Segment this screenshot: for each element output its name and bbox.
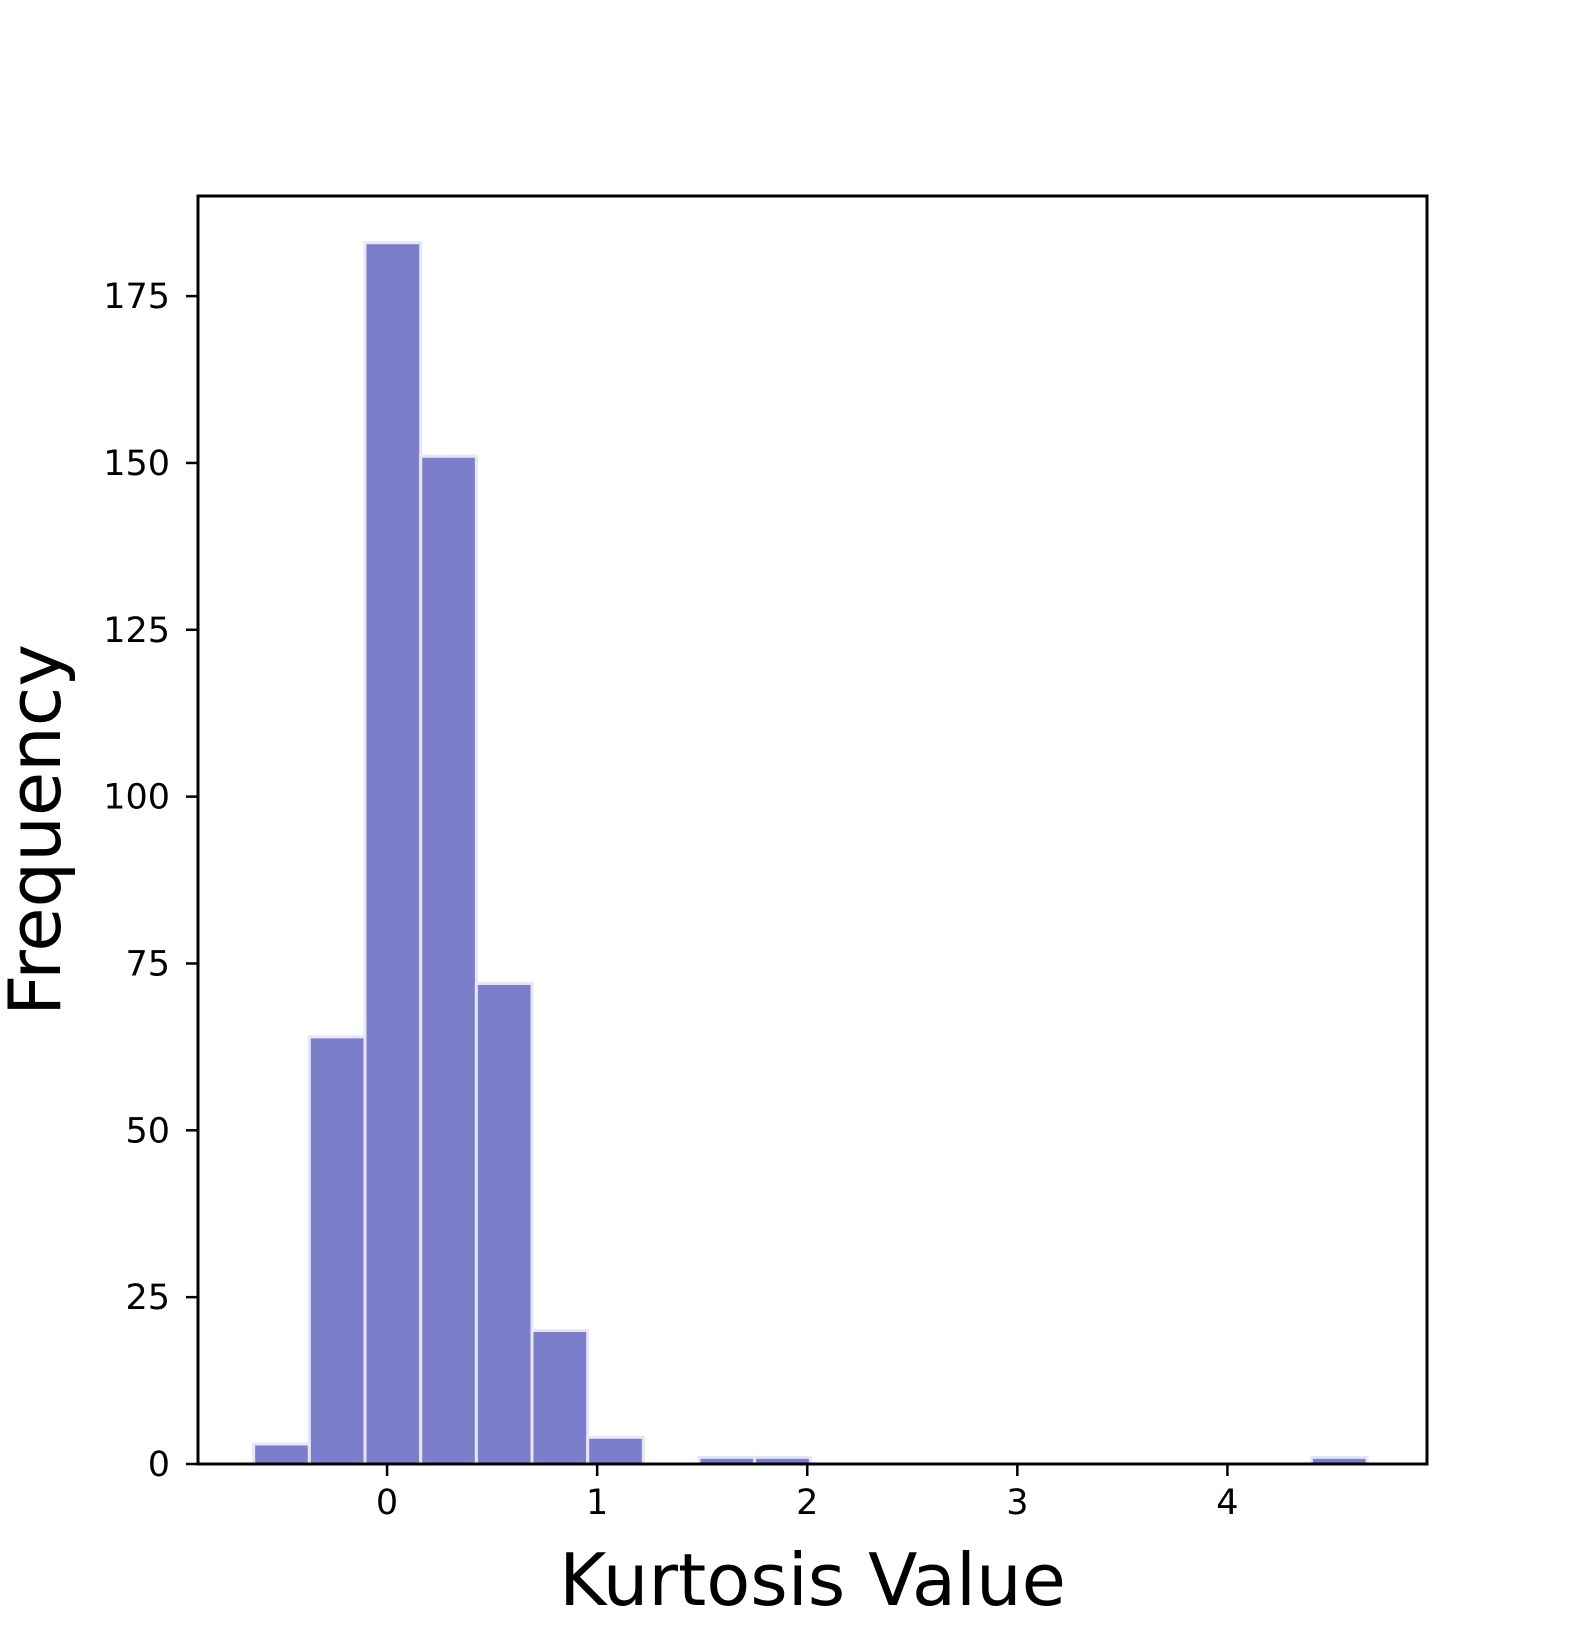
histogram-bar-2 [363, 241, 423, 1466]
y-axis-title: Frequency [0, 644, 77, 1016]
bars-layer [252, 241, 1369, 1466]
y-tick-label: 125 [103, 611, 170, 651]
histogram-bar-6 [586, 1435, 645, 1466]
histogram-bar-5 [530, 1329, 590, 1466]
plot-frame [196, 194, 1429, 1466]
y-tick-label: 100 [103, 778, 170, 818]
x-tick-label: 4 [1216, 1483, 1238, 1523]
x-tick-label: 2 [796, 1483, 818, 1523]
x-tick-label: 3 [1006, 1483, 1028, 1523]
y-tick-label: 50 [125, 1111, 170, 1151]
y-tick-label: 0 [148, 1445, 170, 1485]
histogram-bar-3 [419, 454, 478, 1466]
x-axis-title: Kurtosis Value [559, 1538, 1066, 1622]
y-tick-label: 175 [103, 277, 170, 317]
histogram-bar-4 [474, 981, 534, 1466]
histogram-bar-0 [252, 1442, 311, 1466]
y-tick-label: 150 [103, 444, 170, 484]
y-tick-label: 75 [125, 944, 170, 984]
x-tick-label: 0 [376, 1483, 398, 1523]
x-tick-label: 1 [586, 1483, 608, 1523]
ticks-layer: 0 1 2 3 4 0 25 50 75 100 125 150 175 [103, 277, 1238, 1523]
y-tick-label: 25 [125, 1278, 170, 1318]
histogram-bar-1 [307, 1035, 367, 1466]
